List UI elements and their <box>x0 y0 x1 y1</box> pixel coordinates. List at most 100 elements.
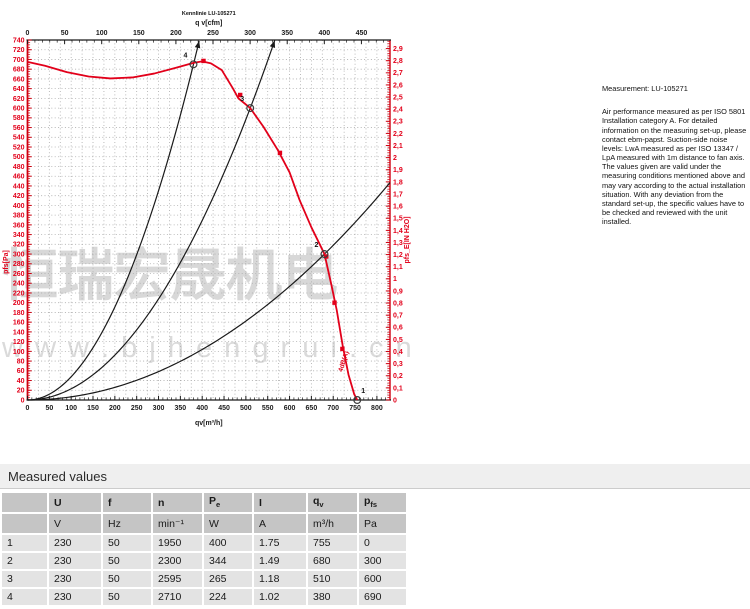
table-cell: 1950 <box>153 535 202 551</box>
right-tick-label: 2,9 <box>393 46 403 53</box>
left-tick-label: 0 <box>21 397 25 404</box>
column-header-I: I <box>254 493 306 512</box>
top-tick-label: 350 <box>281 30 293 37</box>
table-cell: 755 <box>308 535 357 551</box>
measured-values-heading-band: Measured values <box>0 464 750 489</box>
top-tick-label: 400 <box>318 30 330 37</box>
operating-point-circle <box>189 60 198 69</box>
table-row: 3 230 50 2595 265 1.18 510 600 <box>2 571 406 587</box>
left-tick-label: 200 <box>13 300 25 307</box>
measurement-disclaimer: Air performance measured as per ISO 5801… <box>602 107 747 227</box>
right-tick-label: 0 <box>393 397 397 404</box>
left-tick-label: 740 <box>13 37 25 44</box>
bottom-tick-label: 350 <box>175 405 187 412</box>
right-tick-label: 1 <box>393 276 397 283</box>
table-cell: 50 <box>103 553 151 569</box>
right-tick-label: 0,3 <box>393 361 403 368</box>
left-tick-label: 280 <box>13 261 25 268</box>
table-cell: 1.18 <box>254 571 306 587</box>
left-tick-label: 380 <box>13 213 25 220</box>
right-tick-label: 1,9 <box>393 167 403 174</box>
measurement-note: Measurement: LU-105271 Air performance m… <box>602 84 750 226</box>
table-cell: 400 <box>204 535 252 551</box>
unit-cell: min⁻¹ <box>153 514 202 533</box>
left-tick-label: 660 <box>13 76 25 83</box>
top-axis-title: q v[cfm] <box>195 20 222 27</box>
table-cell: 600 <box>359 571 406 587</box>
table-cell: 680 <box>308 553 357 569</box>
right-tick-label: 2,8 <box>393 58 403 65</box>
chart-title: Kennlinie LU-105271 <box>182 11 236 17</box>
unit-cell: V <box>49 514 101 533</box>
right-tick-label: 2,1 <box>393 143 403 150</box>
table-cell: 2710 <box>153 589 202 605</box>
table-cell: 690 <box>359 589 406 605</box>
top-tick-label: 200 <box>170 30 182 37</box>
column-header-n: n <box>153 493 202 512</box>
table-cell: 1.49 <box>254 553 306 569</box>
operating-point-circle <box>320 250 329 259</box>
curve-marker-square <box>237 92 243 98</box>
right-tick-label: 2,5 <box>393 94 403 101</box>
unit-cell: Pa <box>359 514 406 533</box>
right-tick-label: 1,2 <box>393 252 403 259</box>
column-header-P: Pe <box>204 493 252 512</box>
fan-curve <box>27 60 359 401</box>
left-tick-label: 120 <box>13 339 25 346</box>
right-tick-label: 1,4 <box>393 228 403 235</box>
unit-cell: Hz <box>103 514 151 533</box>
left-tick-label: 580 <box>13 115 25 122</box>
system-curve <box>27 40 200 401</box>
right-tick-label: 0,5 <box>393 337 403 344</box>
right-tick-label: 2,2 <box>393 131 403 138</box>
table-cell: 4 <box>2 589 47 605</box>
system-curve-arrowhead <box>194 40 201 49</box>
bottom-tick-label: 550 <box>262 405 274 412</box>
left-tick-label: 260 <box>13 271 25 278</box>
right-tick-label: 2,3 <box>393 119 403 126</box>
right-tick-label: 1,3 <box>393 240 403 247</box>
bottom-tick-label: 600 <box>284 405 296 412</box>
right-tick-label: 1,5 <box>393 216 403 223</box>
bottom-tick-label: 150 <box>87 405 99 412</box>
table-cell: 0 <box>359 535 406 551</box>
system-curve <box>27 40 276 401</box>
table-cell: 2 <box>2 553 47 569</box>
top-tick-label: 100 <box>96 30 108 37</box>
table-row: 1 230 50 1950 400 1.75 755 0 <box>2 535 406 551</box>
table-cell: 510 <box>308 571 357 587</box>
table-cell: 230 <box>49 571 101 587</box>
measured-values-heading: Measured values <box>8 469 107 484</box>
right-axis-title: pfs_E[IN H2O] <box>404 216 411 263</box>
right-tick-label: 2,7 <box>393 70 403 77</box>
operating-point-circle <box>353 396 362 405</box>
left-tick-label: 400 <box>13 203 25 210</box>
left-tick-label: 540 <box>13 135 25 142</box>
fan-performance-chart: 0204060801001201401601802002202402602803… <box>3 11 411 427</box>
left-tick-label: 480 <box>13 164 25 171</box>
bottom-tick-label: 400 <box>196 405 208 412</box>
table-row: 2 230 50 2300 344 1.49 680 300 <box>2 553 406 569</box>
left-tick-label: 240 <box>13 281 25 288</box>
right-tick-label: 0,4 <box>393 349 403 356</box>
operating-point-number: 3 <box>240 96 244 103</box>
table-cell: 3 <box>2 571 47 587</box>
right-tick-label: 2,4 <box>393 107 403 114</box>
table-row: 4 230 50 2710 224 1.02 380 690 <box>2 589 406 605</box>
left-tick-label: 520 <box>13 144 25 151</box>
table-cell: 344 <box>204 553 252 569</box>
left-tick-label: 440 <box>13 183 25 190</box>
left-tick-label: 500 <box>13 154 25 161</box>
bottom-tick-label: 500 <box>240 405 252 412</box>
left-tick-label: 20 <box>17 388 25 395</box>
left-tick-label: 560 <box>13 125 25 132</box>
right-tick-label: 2 <box>393 155 397 162</box>
top-tick-label: 300 <box>244 30 256 37</box>
column-header-q: qv <box>308 493 357 512</box>
column-header-row-number <box>2 493 47 512</box>
unit-cell: W <box>204 514 252 533</box>
